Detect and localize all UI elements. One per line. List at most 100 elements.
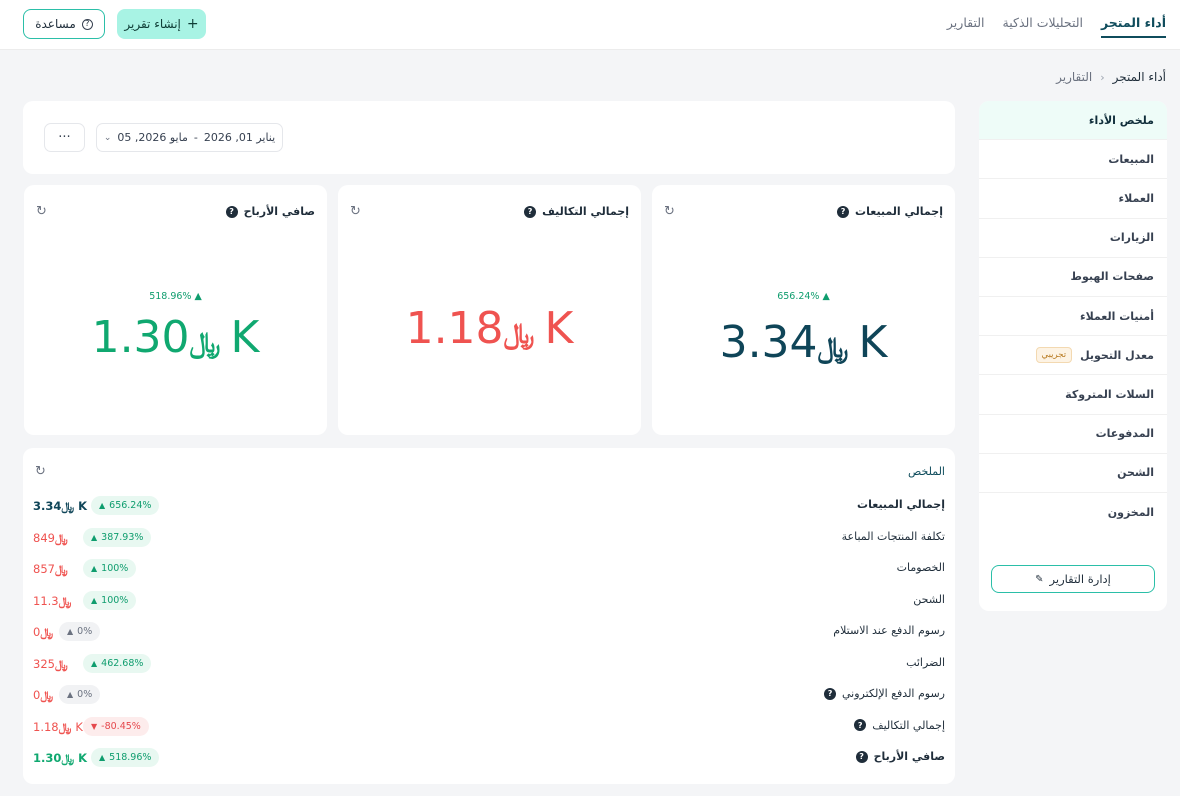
summary-card: الملخص ↻ إجمالي المبيعات ﷼3.34K ▲ 656.24% تك… bbox=[23, 448, 955, 784]
sidebar-item-label: السلات المتروكة bbox=[1065, 387, 1154, 401]
reports-sidebar: ملخص الأداء المبيعات العملاء الزيارات صف… bbox=[979, 101, 1167, 611]
kpi-total-costs: إجمالي التكاليف ? ↻ ﷼1.18K bbox=[338, 185, 641, 435]
kpi-value: ﷼1.30K bbox=[24, 312, 327, 363]
more-options-button[interactable]: ··· bbox=[44, 123, 85, 152]
tab-store-performance[interactable]: أداء المتجر bbox=[1101, 0, 1166, 38]
arrow-up-icon: ▲ bbox=[91, 532, 98, 542]
summary-row-label: إجمالي التكاليف? bbox=[854, 719, 945, 732]
summary-row-value-text: 849 bbox=[33, 530, 55, 545]
change-badge: ▲ 462.68% bbox=[83, 653, 152, 673]
summary-row-label-text: تكلفة المنتجات المباعة bbox=[841, 529, 945, 543]
sidebar-item-label: المبيعات bbox=[1108, 152, 1154, 166]
sidebar-item-payments[interactable]: المدفوعات bbox=[979, 415, 1167, 454]
kpi-title: إجمالي التكاليف ? bbox=[524, 205, 629, 218]
sidebar-item-sales[interactable]: المبيعات bbox=[979, 140, 1167, 180]
sidebar-item-conversion-rate[interactable]: معدل التحويل تجريبي bbox=[979, 336, 1167, 376]
sidebar-item-performance-summary[interactable]: ملخص الأداء bbox=[979, 101, 1167, 141]
kpi-title: صافي الأرباح ? bbox=[225, 205, 315, 218]
sidebar-item-inventory[interactable]: المخزون bbox=[979, 493, 1167, 532]
summary-row-value-text: 325 bbox=[33, 656, 55, 671]
summary-row-value: ﷼3.34K bbox=[33, 499, 87, 514]
date-separator: - bbox=[193, 131, 198, 144]
summary-row-label: الشحن bbox=[913, 593, 945, 606]
sidebar-item-customers[interactable]: العملاء bbox=[979, 179, 1167, 219]
date-range-picker[interactable]: يناير 01, 2026 - مايو 2026, 05 ⌄ bbox=[96, 123, 283, 152]
summary-row-value: ﷼325 bbox=[33, 657, 72, 672]
help-icon[interactable]: ? bbox=[524, 205, 537, 218]
change-badge: ▼ -80.45% bbox=[83, 716, 149, 736]
kpi-total-sales: إجمالي المبيعات ? ↻ ▲ 656.24% ﷼3.34K bbox=[652, 185, 955, 435]
summary-row-value: ﷼857 bbox=[33, 562, 72, 577]
arrow-up-icon: ▲ bbox=[91, 658, 98, 668]
refresh-icon[interactable]: ↻ bbox=[35, 464, 46, 479]
change-badge-text: 0% bbox=[77, 689, 93, 700]
top-actions: ? مساعدة + إنشاء تقرير bbox=[23, 9, 206, 39]
sidebar-item-label: أمنيات العملاء bbox=[1079, 309, 1154, 323]
help-button[interactable]: ? مساعدة bbox=[23, 9, 105, 39]
kpi-title-text: صافي الأرباح bbox=[243, 205, 315, 218]
kpi-value: ﷼3.34K bbox=[652, 317, 955, 368]
change-badge-text: 387.93% bbox=[101, 531, 144, 543]
summary-row-label-text: رسوم الدفع عند الاستلام bbox=[833, 624, 945, 637]
breadcrumb-parent[interactable]: التقارير bbox=[1056, 70, 1093, 84]
manage-reports-button[interactable]: إدارة التقارير ✎ bbox=[991, 565, 1155, 593]
currency-icon: ﷼ bbox=[61, 751, 75, 765]
kpi-change-value: 518.96% bbox=[149, 291, 192, 302]
change-badge-text: -80.45% bbox=[101, 720, 141, 732]
arrow-up-icon: ▲ bbox=[194, 291, 202, 302]
tab-smart-analytics[interactable]: التحليلات الذكية bbox=[1002, 15, 1084, 30]
summary-row: الخصومات ﷼857 ▲ 100% bbox=[23, 558, 955, 580]
refresh-icon[interactable]: ↻ bbox=[36, 204, 47, 219]
manage-reports-label: إدارة التقارير bbox=[1049, 572, 1111, 586]
summary-row: رسوم الدفع الإلكتروني? ﷼0 ▲ 0% bbox=[23, 684, 955, 706]
kpi-change: ▲ 518.96% bbox=[24, 291, 327, 302]
summary-row-label: الخصومات bbox=[897, 561, 945, 574]
sidebar-item-label: الزيارات bbox=[1109, 231, 1154, 245]
help-icon[interactable]: ? bbox=[855, 750, 868, 763]
top-bar: أداء المتجر التحليلات الذكية التقارير ? … bbox=[0, 0, 1180, 50]
change-badge: ▲ 0% bbox=[59, 685, 101, 704]
help-icon[interactable]: ? bbox=[824, 687, 836, 700]
sidebar-item-visits[interactable]: الزيارات bbox=[979, 219, 1167, 258]
breadcrumb-current: أداء المتجر bbox=[1112, 70, 1166, 84]
create-report-button[interactable]: + إنشاء تقرير bbox=[117, 9, 206, 39]
arrow-up-icon: ▲ bbox=[67, 627, 74, 636]
sidebar-item-label: المخزون bbox=[1107, 505, 1154, 519]
sidebar-item-shipping[interactable]: الشحن bbox=[979, 454, 1167, 493]
currency-icon: ﷼ bbox=[817, 331, 849, 364]
arrow-up-icon: ▲ bbox=[67, 690, 74, 699]
date-filter-card: يناير 01, 2026 - مايو 2026, 05 ⌄ ··· bbox=[23, 101, 955, 174]
change-badge: ▲ 656.24% bbox=[91, 496, 160, 515]
summary-row-value: ﷼0 bbox=[33, 625, 57, 640]
summary-row-value-text: 11.3 bbox=[33, 593, 59, 608]
summary-row-label-text: الخصومات bbox=[896, 561, 945, 574]
summary-row: صافي الأرباح? ﷼1.30K ▲ 518.96% bbox=[23, 747, 955, 769]
summary-row-label: إجمالي المبيعات bbox=[857, 498, 945, 511]
summary-row-label: تكلفة المنتجات المباعة bbox=[842, 530, 945, 543]
chevron-left-icon: ‹ bbox=[1100, 70, 1105, 84]
summary-row-label: رسوم الدفع عند الاستلام bbox=[833, 624, 945, 637]
summary-row: الشحن ﷼11.3 ▲ 100% bbox=[23, 590, 955, 612]
summary-row-value: ﷼11.3 bbox=[33, 594, 75, 609]
sidebar-item-label: صفحات الهبوط bbox=[1070, 270, 1154, 284]
change-badge-text: 100% bbox=[101, 563, 129, 574]
kpi-value-text: 1.30K bbox=[91, 312, 260, 363]
summary-row-label-text: الشحن bbox=[913, 592, 945, 606]
summary-row-value: ﷼1.30K bbox=[33, 751, 87, 766]
date-from: يناير 01, 2026 bbox=[203, 131, 276, 144]
summary-row-value-text: 0 bbox=[33, 625, 41, 639]
help-icon[interactable]: ? bbox=[225, 205, 238, 218]
sidebar-item-wishlists[interactable]: أمنيات العملاء bbox=[979, 297, 1167, 337]
currency-icon: ﷼ bbox=[40, 625, 54, 639]
refresh-icon[interactable]: ↻ bbox=[350, 204, 361, 219]
help-icon[interactable]: ? bbox=[854, 719, 867, 731]
summary-row: إجمالي التكاليف? ﷼1.18K ▼ -80.45% bbox=[23, 716, 955, 738]
sidebar-item-abandoned-carts[interactable]: السلات المتروكة bbox=[979, 375, 1167, 415]
summary-row-label-text: صافي الأرباح bbox=[873, 750, 945, 763]
summary-row-label: رسوم الدفع الإلكتروني? bbox=[824, 687, 945, 700]
tab-reports[interactable]: التقارير bbox=[946, 15, 985, 30]
help-icon[interactable]: ? bbox=[837, 205, 850, 218]
change-badge-text: 0% bbox=[77, 626, 93, 637]
refresh-icon[interactable]: ↻ bbox=[664, 204, 675, 219]
sidebar-item-landing-pages[interactable]: صفحات الهبوط bbox=[979, 258, 1167, 297]
